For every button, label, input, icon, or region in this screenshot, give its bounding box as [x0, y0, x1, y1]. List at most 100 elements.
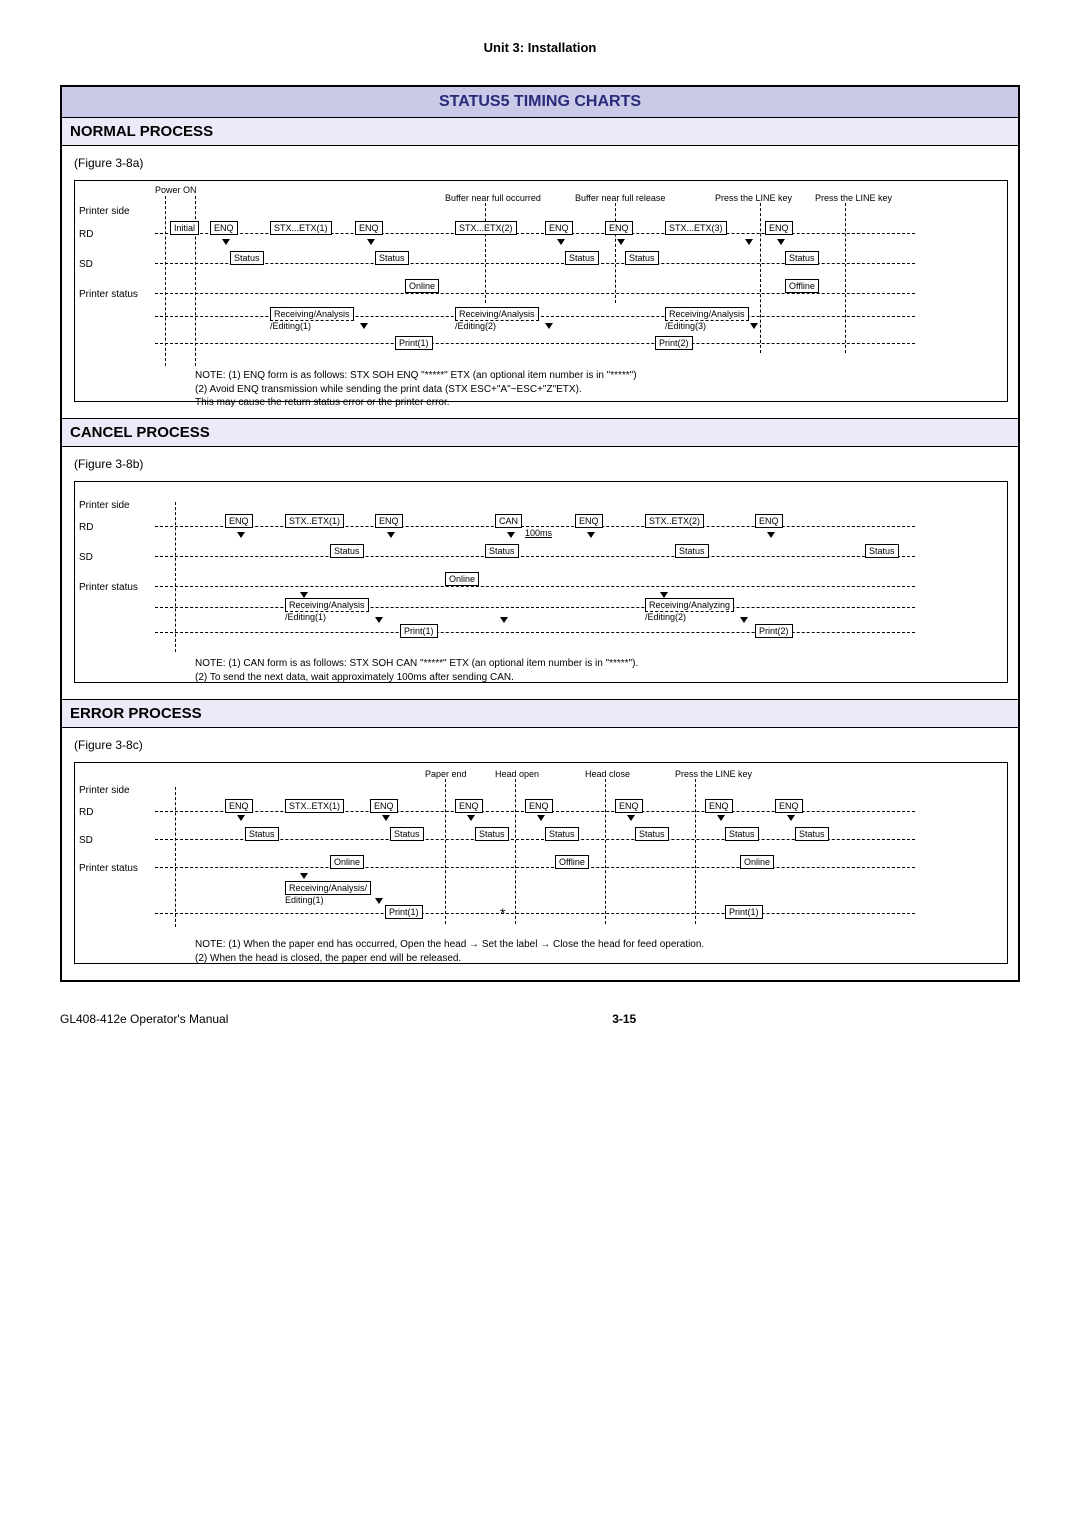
- status-baseline-e: [155, 867, 915, 868]
- chart-normal: Power ON Buffer near full occurred Buffe…: [74, 180, 1008, 402]
- lbl-ed1: /Editing(1): [270, 321, 311, 331]
- lane-sd-e: SD: [79, 835, 149, 846]
- section-error-body: (Figure 3-8c) Paper end Head open Head c…: [62, 728, 1018, 980]
- arrow-icon: [375, 617, 383, 623]
- note-c-line1: NOTE: (1) CAN form is as follows: STX SO…: [195, 658, 638, 669]
- lbl-e-ed1: Editing(1): [285, 895, 324, 905]
- event-head-open: Head open: [495, 769, 539, 779]
- box-c-print1: Print(1): [400, 624, 438, 638]
- note-error: NOTE: (1) When the paper end has occurre…: [195, 938, 704, 965]
- arrow-icon: [500, 617, 508, 623]
- box-e-stx1: STX..ETX(1): [285, 799, 344, 813]
- box-status3: Status: [565, 251, 599, 265]
- rd-baseline: [155, 233, 915, 234]
- box-e-ra1: Receiving/Analysis/: [285, 881, 371, 895]
- note-line3: This may cause the return status error o…: [195, 397, 450, 408]
- box-e-status3: Status: [475, 827, 509, 841]
- arrow-icon: [587, 532, 595, 538]
- lbl-c-ed1: /Editing(1): [285, 612, 326, 622]
- lane-printer-side-c: Printer side: [79, 500, 149, 511]
- lane-rd-c: RD: [79, 522, 149, 533]
- box-initial: Initial: [170, 221, 199, 235]
- arrow-icon: [537, 815, 545, 821]
- box-e-status4: Status: [545, 827, 579, 841]
- box-print2: Print(2): [655, 336, 693, 350]
- print-baseline-e: [155, 913, 915, 914]
- lane-printer-side-e: Printer side: [79, 785, 149, 796]
- event-press-line2: Press the LINE key: [815, 193, 892, 203]
- lane-printer-status-c: Printer status: [79, 582, 149, 593]
- box-c-status2: Status: [485, 544, 519, 558]
- section-error-header: ERROR PROCESS: [62, 700, 1018, 728]
- lbl-ed2: /Editing(2): [455, 321, 496, 331]
- lane-sd-c: SD: [79, 552, 149, 563]
- box-e-enq1: ENQ: [225, 799, 253, 813]
- box-status1: Status: [230, 251, 264, 265]
- box-enq1: ENQ: [210, 221, 238, 235]
- box-c-enq1: ENQ: [225, 514, 253, 528]
- box-e-print1b: Print(1): [725, 905, 763, 919]
- box-e-enq6: ENQ: [705, 799, 733, 813]
- note-c-line2: (2) To send the next data, wait approxim…: [195, 672, 514, 683]
- arrow-icon: [237, 815, 245, 821]
- vline-e1: [175, 787, 176, 927]
- box-e-online1: Online: [330, 855, 364, 869]
- vline-headclose: [605, 779, 606, 924]
- lbl-c-ed2: /Editing(2): [645, 612, 686, 622]
- page-footer: GL408-412e Operator's Manual 3-15: [60, 1012, 1020, 1026]
- chart-error: Paper end Head open Head close Press the…: [74, 762, 1008, 964]
- ra-baseline-c: [155, 607, 915, 608]
- box-e-offline: Offline: [555, 855, 589, 869]
- section-cancel-body: (Figure 3-8b) Printer side RD SD Printer…: [62, 447, 1018, 700]
- arrow-icon: [222, 239, 230, 245]
- event-power-on: Power ON: [155, 185, 197, 195]
- event-press-line1: Press the LINE key: [715, 193, 792, 203]
- box-status2: Status: [375, 251, 409, 265]
- box-e-online2: Online: [740, 855, 774, 869]
- main-frame: STATUS5 TIMING CHARTS NORMAL PROCESS (Fi…: [60, 85, 1020, 982]
- box-c-status3: Status: [675, 544, 709, 558]
- box-c-enq2: ENQ: [375, 514, 403, 528]
- rd-baseline-c: [155, 526, 915, 527]
- note-normal: NOTE: (1) ENQ form is as follows: STX SO…: [195, 369, 637, 410]
- star-icon: *: [500, 905, 505, 921]
- arrow-icon: [507, 532, 515, 538]
- event-paper-end: Paper end: [425, 769, 467, 779]
- box-enq5: ENQ: [765, 221, 793, 235]
- arrow-icon: [617, 239, 625, 245]
- vline-bnf-occ: [485, 203, 486, 303]
- arrow-icon: [375, 898, 383, 904]
- sd-baseline-c: [155, 556, 915, 557]
- box-e-status6: Status: [725, 827, 759, 841]
- section-normal-body: (Figure 3-8a) Power ON Buffer near full …: [62, 146, 1018, 419]
- box-offline: Offline: [785, 279, 819, 293]
- box-enq2: ENQ: [355, 221, 383, 235]
- note-line2: (2) Avoid ENQ transmission while sending…: [195, 384, 582, 395]
- lane-rd: RD: [79, 229, 149, 240]
- box-e-enq2: ENQ: [370, 799, 398, 813]
- vline-line2: [845, 203, 846, 353]
- arrow-icon: [750, 323, 758, 329]
- lane-rd-e: RD: [79, 807, 149, 818]
- lbl-ed3: /Editing(3): [665, 321, 706, 331]
- print-baseline-c: [155, 632, 915, 633]
- figure-label-a: (Figure 3-8a): [74, 156, 1006, 170]
- box-e-status5: Status: [635, 827, 669, 841]
- box-stx2: STX...ETX(2): [455, 221, 517, 235]
- event-bnf-occ: Buffer near full occurred: [445, 193, 541, 203]
- vline-poweron: [165, 196, 166, 366]
- lbl-100ms: 100ms: [525, 528, 552, 538]
- arrow-icon: [777, 239, 785, 245]
- arrow-icon: [740, 617, 748, 623]
- arrow-icon: [367, 239, 375, 245]
- vline-line1: [760, 203, 761, 353]
- note-e-line1: NOTE: (1) When the paper end has occurre…: [195, 939, 704, 950]
- status-baseline-c: [155, 586, 915, 587]
- chart-cancel: Printer side RD SD Printer status ENQ ST…: [74, 481, 1008, 683]
- box-ra2: Receiving/Analysis: [455, 307, 539, 321]
- box-e-enq4: ENQ: [525, 799, 553, 813]
- box-c-stx1: STX..ETX(1): [285, 514, 344, 528]
- event-press-line: Press the LINE key: [675, 769, 752, 779]
- box-c-print2: Print(2): [755, 624, 793, 638]
- box-c-online: Online: [445, 572, 479, 586]
